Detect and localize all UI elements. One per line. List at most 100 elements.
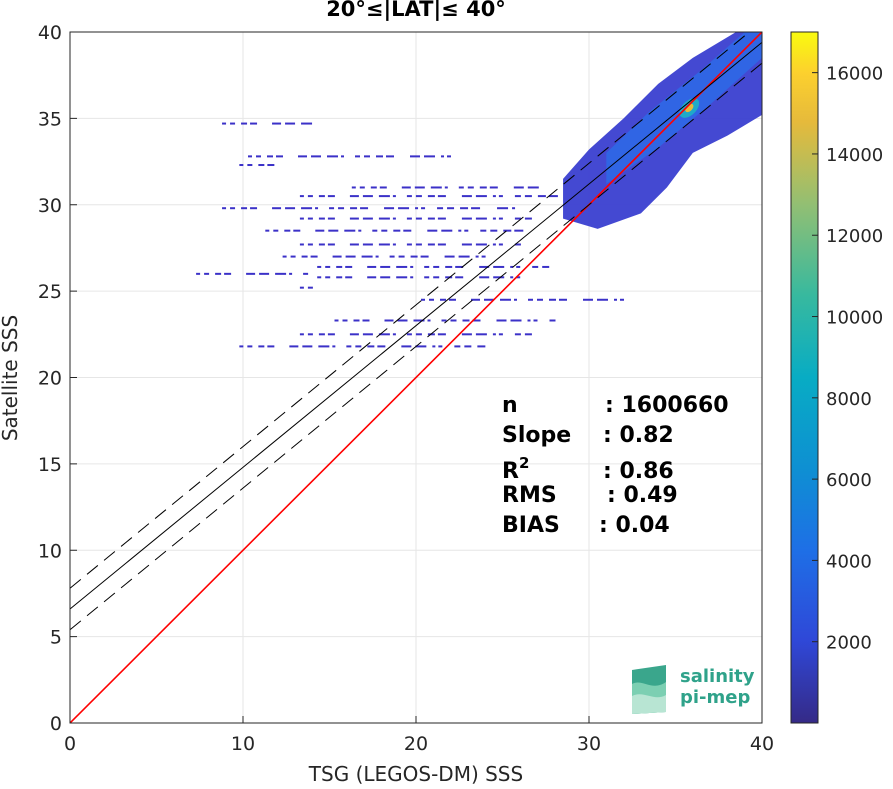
density-cell xyxy=(392,195,396,198)
density-cell xyxy=(301,122,313,125)
density-cell xyxy=(410,255,418,258)
density-cell xyxy=(361,255,373,258)
colorbar-tick-label: 4000 xyxy=(826,551,872,572)
density-cell xyxy=(449,298,456,301)
identity-line xyxy=(70,32,762,723)
density-cell xyxy=(403,229,412,232)
y-tick-label: 40 xyxy=(38,22,62,44)
density-cell xyxy=(310,255,318,258)
density-cell xyxy=(479,276,490,279)
density-cell xyxy=(548,195,558,198)
density-cell xyxy=(410,276,414,279)
y-axis-label: Satellite SSS xyxy=(0,315,22,441)
density-cell xyxy=(433,265,440,268)
density-cell xyxy=(362,333,373,336)
density-cell xyxy=(325,265,331,268)
density-cell xyxy=(524,333,532,336)
density-cell xyxy=(532,265,539,268)
density-cell xyxy=(247,345,253,348)
density-cell xyxy=(441,319,447,322)
density-cell xyxy=(327,333,335,336)
density-cell xyxy=(427,319,431,322)
density-cell xyxy=(327,155,338,158)
density-cell xyxy=(378,243,390,246)
density-cell xyxy=(258,164,265,167)
density-cell xyxy=(493,276,505,279)
y-tick-label: 5 xyxy=(50,627,62,649)
density-cell xyxy=(406,243,412,246)
density-cell xyxy=(392,217,396,220)
density-cell xyxy=(438,345,443,348)
density-cell xyxy=(325,276,331,279)
density-cell xyxy=(444,255,455,258)
density-cell xyxy=(345,265,353,268)
density-cell xyxy=(239,164,244,167)
density-cell xyxy=(379,186,387,189)
density-cell xyxy=(493,265,505,268)
density-cell xyxy=(444,186,448,189)
density-cell xyxy=(455,276,464,279)
density-cell xyxy=(299,243,304,246)
density-cell xyxy=(432,345,436,348)
density-cell xyxy=(415,195,422,198)
density-cell xyxy=(358,229,362,232)
density-cell xyxy=(230,207,236,210)
density-cell xyxy=(355,345,362,348)
density-cell xyxy=(307,286,313,289)
density-cell xyxy=(464,345,472,348)
density-cell xyxy=(460,207,469,210)
density-cell xyxy=(413,319,425,322)
density-cell xyxy=(401,186,411,189)
density-cell xyxy=(367,276,377,279)
density-cell xyxy=(301,207,313,210)
density-cell xyxy=(533,319,538,322)
density-cell xyxy=(367,265,377,268)
density-cell xyxy=(276,155,283,158)
density-cell xyxy=(441,229,453,232)
stat-value: : 0.49 xyxy=(607,483,678,508)
density-cell xyxy=(222,207,227,210)
density-cell xyxy=(492,243,496,246)
density-cell xyxy=(318,333,325,336)
stat-label: BIAS xyxy=(502,513,560,538)
y-axis-ticks: 0 5 10 15 20 25 30 35 40 xyxy=(38,22,77,735)
density-cell xyxy=(258,345,265,348)
regression-line xyxy=(70,41,762,610)
density-cell xyxy=(327,243,335,246)
y-tick-label: 20 xyxy=(38,368,62,390)
density-cell xyxy=(514,229,524,232)
density-cell xyxy=(378,333,390,336)
density-cell xyxy=(437,207,444,210)
density-cell xyxy=(349,217,359,220)
density-cell xyxy=(362,217,373,220)
density-cell xyxy=(299,286,304,289)
colorbar-ticks: 2000 4000 6000 8000 10000 12000 14000 16000 xyxy=(812,64,883,654)
density-cell xyxy=(349,333,359,336)
density-cell xyxy=(248,155,252,158)
density-cell xyxy=(445,276,453,279)
density-cell xyxy=(437,217,446,220)
x-tick-label: 20 xyxy=(404,733,428,755)
regression-lower-line xyxy=(70,62,762,631)
density-cell xyxy=(246,272,256,275)
density-cell xyxy=(542,265,550,268)
density-cell xyxy=(458,186,464,189)
density-cell xyxy=(367,345,375,348)
density-cell xyxy=(345,276,353,279)
density-cell xyxy=(498,333,503,336)
density-cell xyxy=(353,319,360,322)
density-cell xyxy=(420,255,429,258)
density-cell xyxy=(475,333,487,336)
stat-value: : 0.82 xyxy=(603,423,674,448)
density-cell xyxy=(477,345,486,348)
x-tick-label: 40 xyxy=(750,733,774,755)
density-cell xyxy=(410,155,420,158)
density-cell xyxy=(289,272,293,275)
stat-label: Slope xyxy=(502,423,571,448)
density-cell xyxy=(447,207,455,210)
density-cell xyxy=(282,255,287,258)
density-cell xyxy=(471,207,481,210)
density-cell xyxy=(224,272,232,275)
density-cell xyxy=(342,319,348,322)
